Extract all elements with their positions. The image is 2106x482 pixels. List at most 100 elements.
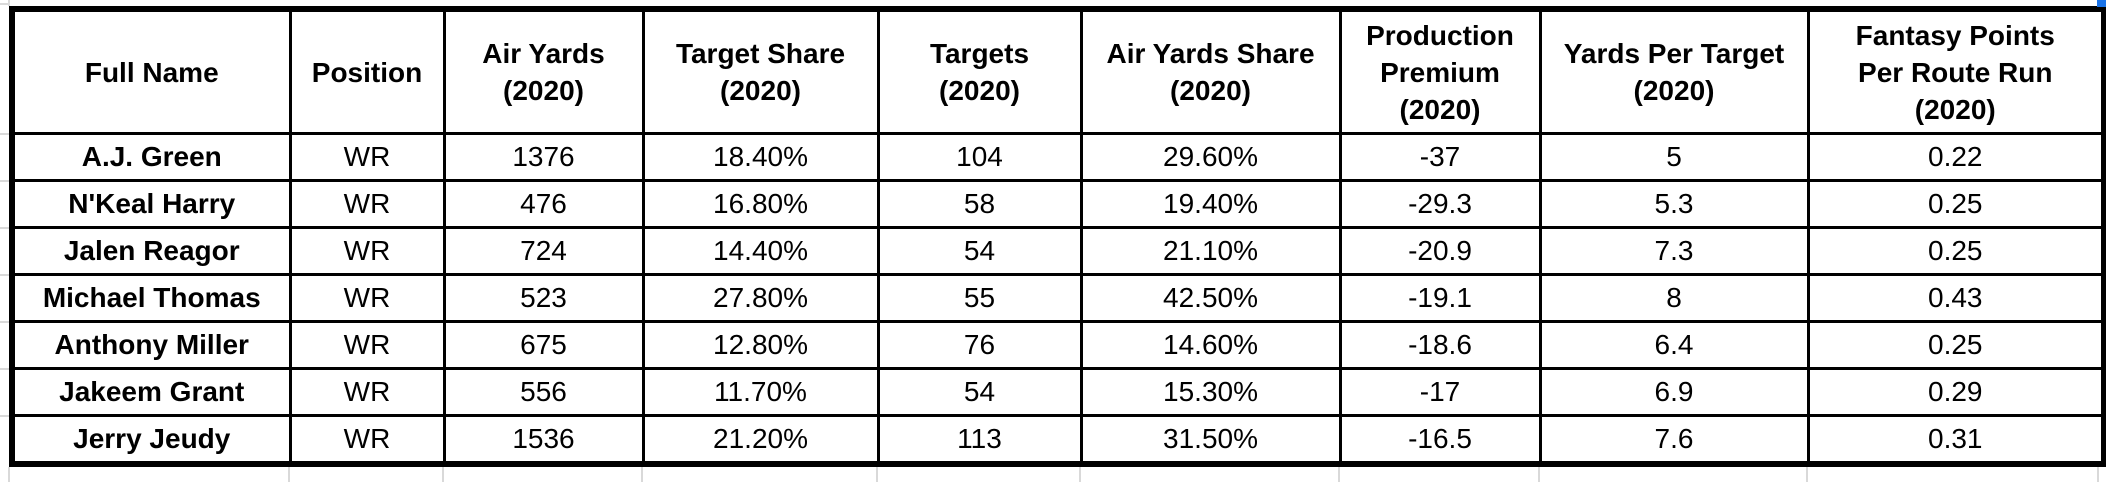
- table-cell[interactable]: 8: [1538, 273, 1810, 323]
- header-cell[interactable]: Position: [288, 7, 446, 135]
- header-cell[interactable]: Full Name: [10, 7, 292, 135]
- table-cell[interactable]: 7.6: [1538, 414, 1810, 466]
- table-cell[interactable]: 14.40%: [641, 226, 880, 276]
- table-cell[interactable]: 724: [442, 226, 645, 276]
- table-cell[interactable]: 54: [876, 367, 1083, 417]
- table-cell[interactable]: 12.80%: [641, 320, 880, 370]
- table-cell[interactable]: 21.20%: [641, 414, 880, 466]
- table-cell[interactable]: 0.31: [1806, 414, 2106, 466]
- table-cell[interactable]: 1376: [442, 132, 645, 182]
- table-cell[interactable]: -17: [1338, 367, 1542, 417]
- gridline-stub: [8, 0, 10, 6]
- gridline-stub: [1338, 467, 1340, 482]
- table-row: Jerry Jeudy WR 1536 21.20% 113 31.50% -16.5 7.6…: [10, 414, 2106, 466]
- table-cell[interactable]: 1536: [442, 414, 645, 466]
- gridline-stub: [0, 415, 9, 417]
- gridline-stub: [0, 274, 9, 276]
- table-row: N'Keal Harry WR 476 16.80% 58 19.40% -29.3 5.3 0…: [10, 179, 2106, 229]
- header-cell[interactable]: Yards Per Target (2020): [1538, 7, 1810, 135]
- table-cell[interactable]: 15.30%: [1079, 367, 1342, 417]
- table-cell[interactable]: 113: [876, 414, 1083, 466]
- table-cell[interactable]: 556: [442, 367, 645, 417]
- table-cell[interactable]: 11.70%: [641, 367, 880, 417]
- table-cell[interactable]: 16.80%: [641, 179, 880, 229]
- table-cell[interactable]: 0.25: [1806, 320, 2106, 370]
- table-cell[interactable]: WR: [288, 367, 446, 417]
- table-cell[interactable]: 0.43: [1806, 273, 2106, 323]
- gridline-stub: [0, 321, 9, 323]
- gridline-stub: [0, 368, 9, 370]
- header-cell[interactable]: Targets (2020): [876, 7, 1083, 135]
- gridline-stub: [2097, 467, 2099, 482]
- gridline-stub: [1079, 467, 1081, 482]
- header-cell[interactable]: Target Share (2020): [641, 7, 880, 135]
- table-cell[interactable]: 76: [876, 320, 1083, 370]
- table-cell[interactable]: 29.60%: [1079, 132, 1342, 182]
- table-cell[interactable]: 6.9: [1538, 367, 1810, 417]
- table-cell[interactable]: 31.50%: [1079, 414, 1342, 466]
- table-cell[interactable]: 58: [876, 179, 1083, 229]
- table-cell[interactable]: 54: [876, 226, 1083, 276]
- table-cell[interactable]: 7.3: [1538, 226, 1810, 276]
- gridline-stub: [288, 467, 290, 482]
- table-cell[interactable]: WR: [288, 320, 446, 370]
- table-cell[interactable]: -18.6: [1338, 320, 1542, 370]
- table-cell[interactable]: 19.40%: [1079, 179, 1342, 229]
- table-cell[interactable]: -19.1: [1338, 273, 1542, 323]
- table-cell[interactable]: -16.5: [1338, 414, 1542, 466]
- table-cell[interactable]: WR: [288, 414, 446, 466]
- table-cell[interactable]: 675: [442, 320, 645, 370]
- table-cell[interactable]: 27.80%: [641, 273, 880, 323]
- gridline-stub: [0, 227, 9, 229]
- header-cell[interactable]: Fantasy Points Per Route Run (2020): [1806, 7, 2106, 135]
- player-name-cell[interactable]: Anthony Miller: [10, 320, 292, 370]
- table-cell[interactable]: WR: [288, 179, 446, 229]
- table-cell[interactable]: 5: [1538, 132, 1810, 182]
- table-cell[interactable]: 5.3: [1538, 179, 1810, 229]
- table-cell[interactable]: 0.29: [1806, 367, 2106, 417]
- gridline-stub: [0, 3, 9, 5]
- table-cell[interactable]: 104: [876, 132, 1083, 182]
- table-cell[interactable]: 0.25: [1806, 226, 2106, 276]
- table-row: Michael Thomas WR 523 27.80% 55 42.50% -19.1 8 0…: [10, 273, 2106, 323]
- gridline-stub: [1806, 467, 1808, 482]
- gridline-stub: [8, 467, 10, 482]
- table-cell[interactable]: 21.10%: [1079, 226, 1342, 276]
- table-cell[interactable]: -37: [1338, 132, 1542, 182]
- table-cell[interactable]: 0.22: [1806, 132, 2106, 182]
- gridline-stub: [0, 180, 9, 182]
- table-cell[interactable]: 0.25: [1806, 179, 2106, 229]
- table-cell[interactable]: 14.60%: [1079, 320, 1342, 370]
- player-name-cell[interactable]: Jerry Jeudy: [10, 414, 292, 466]
- header-cell[interactable]: Air Yards (2020): [442, 7, 645, 135]
- table-row: A.J. Green WR 1376 18.40% 104 29.60% -37 5 0.22: [10, 132, 2106, 182]
- table-cell[interactable]: -20.9: [1338, 226, 1542, 276]
- player-stats-table: Full Name Position Air Yards (2020) Target …: [9, 6, 2106, 467]
- table-cell[interactable]: 6.4: [1538, 320, 1810, 370]
- table-row: Jakeem Grant WR 556 11.70% 54 15.30% -17 6.9 0.2…: [10, 367, 2106, 417]
- header-cell[interactable]: Air Yards Share (2020): [1079, 7, 1342, 135]
- gridline-stub: [641, 467, 643, 482]
- player-name-cell[interactable]: Jakeem Grant: [10, 367, 292, 417]
- table-cell[interactable]: WR: [288, 132, 446, 182]
- table-cell[interactable]: -29.3: [1338, 179, 1542, 229]
- gridline-stub: [1538, 467, 1540, 482]
- header-cell[interactable]: Production Premium (2020): [1338, 7, 1542, 135]
- player-name-cell[interactable]: Michael Thomas: [10, 273, 292, 323]
- selection-handle[interactable]: [2097, 0, 2106, 7]
- table-row: Jalen Reagor WR 724 14.40% 54 21.10% -20.9 7.3 0…: [10, 226, 2106, 276]
- table-cell[interactable]: 42.50%: [1079, 273, 1342, 323]
- gridline-stub: [876, 467, 878, 482]
- player-name-cell[interactable]: N'Keal Harry: [10, 179, 292, 229]
- player-name-cell[interactable]: Jalen Reagor: [10, 226, 292, 276]
- table-row: Anthony Miller WR 675 12.80% 76 14.60% -18.6 6.…: [10, 320, 2106, 370]
- table-cell[interactable]: 18.40%: [641, 132, 880, 182]
- table-cell[interactable]: 55: [876, 273, 1083, 323]
- table-cell[interactable]: WR: [288, 273, 446, 323]
- table-cell[interactable]: 523: [442, 273, 645, 323]
- table-cell[interactable]: 476: [442, 179, 645, 229]
- table-cell[interactable]: WR: [288, 226, 446, 276]
- player-name-cell[interactable]: A.J. Green: [10, 132, 292, 182]
- gridline-stub: [442, 467, 444, 482]
